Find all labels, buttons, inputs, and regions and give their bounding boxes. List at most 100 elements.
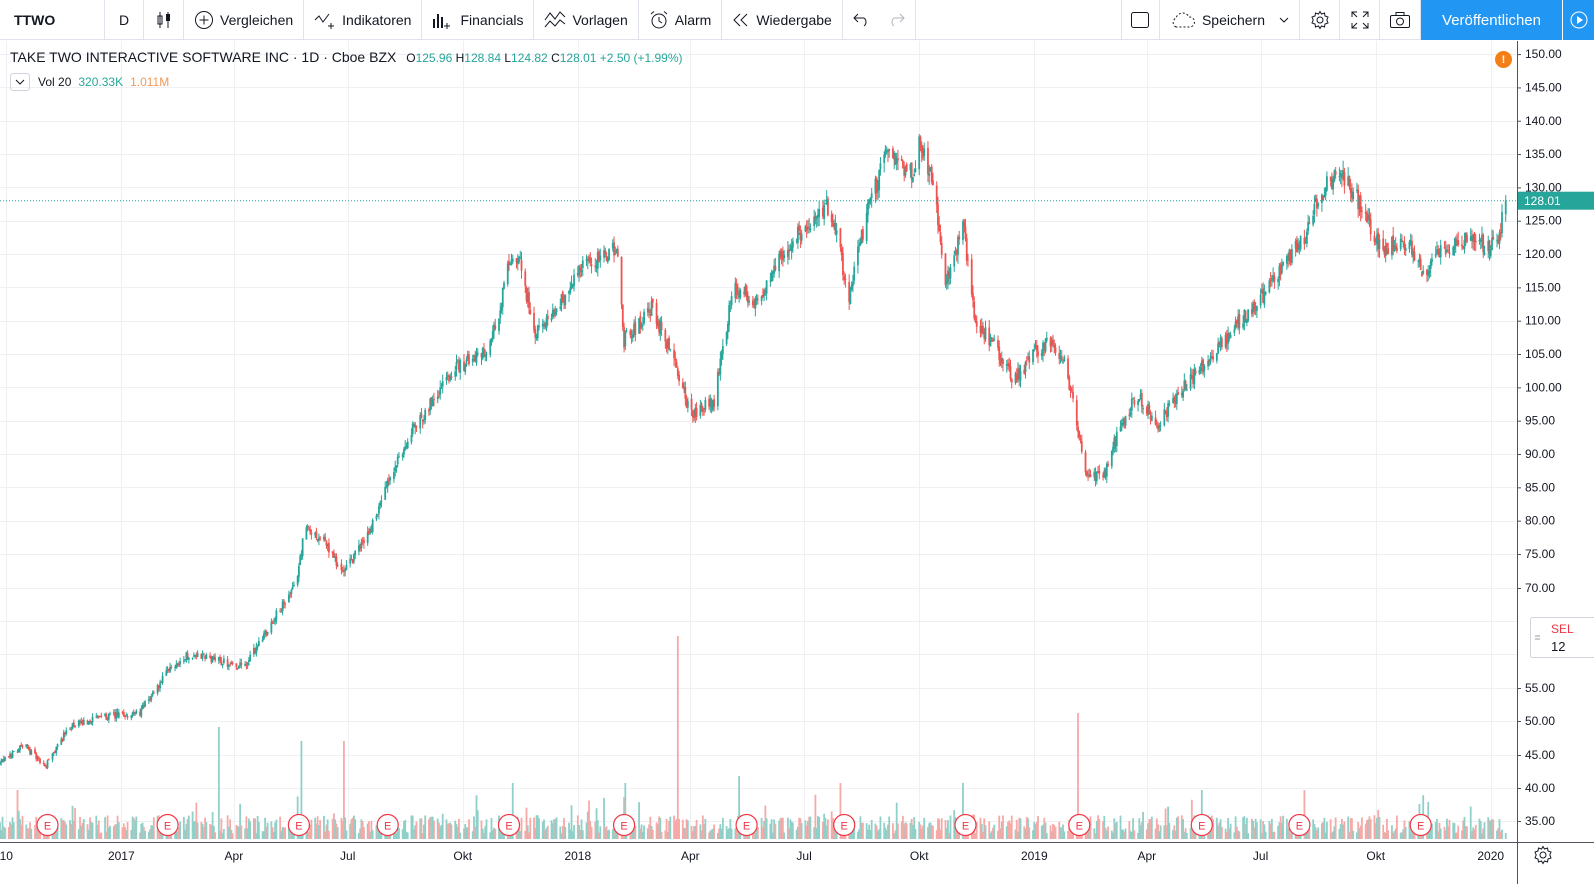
volume-bar: [1225, 831, 1228, 839]
candle-body: [156, 685, 159, 694]
candle-body: [141, 705, 144, 709]
earnings-marker[interactable]: [287, 813, 310, 837]
fullscreen-icon: [1351, 11, 1368, 29]
chart-type-button[interactable]: [144, 0, 184, 40]
volume-bar: [927, 827, 929, 839]
candle-body: [1339, 173, 1342, 176]
volume-bar: [541, 821, 544, 839]
plot-area[interactable]: [0, 41, 1517, 839]
fullscreen-button[interactable]: [1340, 0, 1380, 40]
earnings-marker[interactable]: [1068, 813, 1091, 837]
volume-bar: [1212, 819, 1214, 839]
play-icon: [1570, 11, 1587, 29]
legend-collapse-button[interactable]: [10, 73, 30, 91]
candle-body: [1080, 441, 1083, 452]
volume-bar: [648, 824, 650, 839]
candle-body: [177, 663, 180, 666]
alert-button[interactable]: Alarm: [639, 0, 723, 40]
candle-body: [135, 710, 138, 714]
earnings-marker[interactable]: [954, 813, 977, 837]
volume-bar: [738, 776, 741, 839]
play-button[interactable]: [1562, 0, 1594, 40]
earnings-marker[interactable]: [497, 813, 521, 837]
volume-ma-value: 1.011M: [130, 75, 170, 89]
price-axis[interactable]: [1517, 41, 1594, 843]
earnings-marker[interactable]: [1409, 813, 1432, 837]
volume-bar: [62, 820, 65, 839]
candle-body: [484, 355, 487, 357]
candle-body: [1437, 248, 1440, 256]
candle-body: [1095, 471, 1098, 482]
earnings-marker[interactable]: [612, 813, 636, 837]
volume-bar: [599, 826, 602, 839]
volume-legend: Vol 20 320.33K 1.011M: [10, 73, 169, 91]
volume-bar: [351, 817, 354, 839]
candle-body: [29, 748, 31, 754]
candle-body: [19, 745, 21, 750]
candle-body: [45, 767, 48, 769]
volume-bar: [1238, 831, 1241, 839]
snapshot-button[interactable]: [1380, 0, 1421, 40]
replay-button[interactable]: Wiedergabe: [722, 0, 843, 40]
volume-bar: [1010, 815, 1013, 839]
legend-high-key: H: [455, 51, 465, 65]
redo-button[interactable]: [879, 0, 916, 40]
axis-settings-gear-icon[interactable]: [1533, 845, 1553, 865]
earnings-marker[interactable]: [1190, 813, 1213, 837]
candle-body: [1255, 305, 1258, 312]
volume-bar: [237, 826, 240, 839]
volume-bar: [202, 827, 205, 839]
volume-bar: [1007, 821, 1009, 839]
candle-body: [1098, 470, 1101, 474]
volume-bar: [2, 826, 5, 839]
candle-body: [1140, 393, 1143, 407]
publish-button[interactable]: Veröffentlichen: [1421, 0, 1562, 40]
earnings-marker[interactable]: [156, 813, 179, 837]
warning-badge[interactable]: !: [1495, 51, 1512, 68]
volume-bar: [718, 828, 721, 839]
candle-body: [533, 312, 535, 331]
candle-body: [1150, 415, 1153, 421]
candle-body: [541, 323, 544, 327]
interval-button[interactable]: D: [105, 0, 144, 40]
earnings-marker[interactable]: [735, 813, 758, 837]
candle-body: [1019, 370, 1022, 381]
volume-bar: [280, 831, 283, 839]
compare-button[interactable]: Vergleichen: [184, 0, 305, 40]
settings-button[interactable]: [1300, 0, 1340, 40]
volume-bar: [10, 824, 13, 839]
volume-bar: [1483, 822, 1486, 839]
volume-bar: [1498, 819, 1501, 839]
candle-body: [1471, 235, 1473, 241]
earnings-marker[interactable]: [36, 813, 59, 837]
volume-bar: [319, 819, 322, 839]
time-axis[interactable]: [0, 843, 1594, 884]
fullscreen-layout-button[interactable]: [1122, 0, 1160, 40]
candle-body: [1147, 404, 1149, 415]
volume-bar: [919, 824, 922, 839]
symbol-search-button[interactable]: TTWO: [0, 0, 105, 40]
earnings-marker[interactable]: [376, 813, 399, 837]
indicators-button[interactable]: Indikatoren: [304, 0, 423, 40]
undo-button[interactable]: [843, 0, 879, 40]
sell-button[interactable]: [1530, 617, 1594, 658]
price-chart[interactable]: EEEEEEEEEEEEEE35.0040.0045.0050.0055.007…: [0, 40, 1594, 884]
volume-bar: [1220, 826, 1223, 839]
earnings-marker[interactable]: [1288, 813, 1311, 837]
volume-bar: [564, 826, 567, 839]
candle-body: [62, 732, 65, 741]
candle-body: [1107, 463, 1109, 466]
volume-bar: [1469, 806, 1472, 839]
volume-bar: [415, 821, 418, 839]
candle-body: [1037, 351, 1039, 356]
candle-body: [1326, 176, 1328, 191]
candle-body: [115, 712, 118, 719]
templates-button[interactable]: Vorlagen: [534, 0, 639, 40]
candle-body: [1115, 431, 1118, 447]
candle-body: [1032, 349, 1034, 363]
save-button[interactable]: Speichern: [1160, 0, 1300, 40]
financials-button[interactable]: Financials: [422, 0, 535, 40]
earnings-marker[interactable]: [833, 813, 856, 837]
financials-label: Financials: [460, 12, 524, 28]
candle-body: [131, 712, 134, 716]
